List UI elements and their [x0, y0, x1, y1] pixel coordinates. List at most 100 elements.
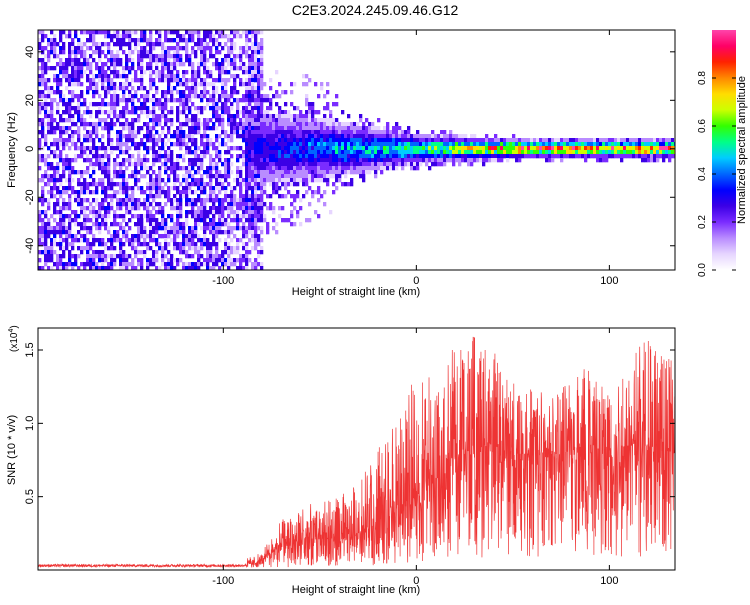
spectrogram-cell — [272, 182, 276, 187]
spectrogram-cell — [155, 182, 159, 187]
spectrogram-cell — [89, 54, 93, 59]
spectrogram-cell — [188, 254, 192, 259]
spectrogram-cell — [245, 50, 249, 55]
spectrogram-cell — [206, 238, 210, 243]
spectrogram-cell — [644, 138, 648, 143]
spectrogram-cell — [56, 186, 60, 191]
spectrogram-cell — [290, 150, 294, 155]
spectrogram-y-tick-label: -20 — [24, 189, 36, 205]
spectrogram-cell — [278, 130, 282, 135]
spectrogram-cell — [335, 150, 339, 155]
spectrogram-cell — [107, 58, 111, 63]
spectrogram-cell — [122, 198, 126, 203]
spectrogram-cell — [269, 174, 273, 179]
spectrogram-cell — [44, 154, 48, 159]
spectrogram-cell — [539, 154, 543, 159]
spectrogram-cell — [449, 154, 453, 159]
spectrogram-cell — [242, 110, 246, 115]
spectrogram-cell — [125, 34, 129, 39]
spectrogram-cell — [464, 154, 468, 159]
spectrogram-cell — [206, 138, 210, 143]
spectrogram-cell — [296, 154, 300, 159]
spectrogram-cell — [248, 102, 252, 107]
spectrogram-cell — [248, 66, 252, 71]
spectrogram-cell — [260, 98, 264, 103]
spectrogram-cell — [155, 90, 159, 95]
spectrogram-cell — [104, 254, 108, 259]
spectrogram-cell — [53, 154, 57, 159]
spectrogram-cell — [86, 254, 90, 259]
spectrogram-cell — [311, 146, 315, 151]
spectrogram-cell — [101, 254, 105, 259]
spectrogram-cell — [230, 190, 234, 195]
spectrogram-cell — [362, 126, 366, 131]
spectrogram-cell — [245, 258, 249, 263]
spectrogram-cell — [80, 70, 84, 75]
spectrogram-cell — [161, 254, 165, 259]
spectrogram-cell — [413, 146, 417, 151]
spectrogram-cell — [248, 94, 252, 99]
spectrogram-cell — [344, 146, 348, 151]
spectrogram-cell — [452, 150, 456, 155]
spectrogram-cell — [233, 114, 237, 119]
spectrogram-cell — [191, 266, 195, 270]
spectrogram-cell — [134, 246, 138, 251]
spectrogram-cell — [221, 198, 225, 203]
spectrogram-cell — [164, 114, 168, 119]
spectrogram-cell — [179, 126, 183, 131]
spectrogram-cell — [428, 134, 432, 139]
spectrogram-cell — [119, 122, 123, 127]
spectrogram-cell — [386, 150, 390, 155]
spectrogram-cell — [236, 30, 240, 35]
spectrogram-cell — [434, 150, 438, 155]
spectrogram-cell — [146, 186, 150, 191]
spectrogram-cell — [236, 122, 240, 127]
spectrogram-cell — [248, 258, 252, 263]
spectrogram-cell — [299, 114, 303, 119]
spectrogram-cell — [248, 178, 252, 183]
spectrogram-cell — [305, 138, 309, 143]
spectrogram-cell — [86, 170, 90, 175]
spectrogram-cell — [104, 94, 108, 99]
spectrogram-cell — [254, 154, 258, 159]
spectrogram-cell — [104, 166, 108, 171]
spectrogram-cell — [107, 238, 111, 243]
spectrogram-cell — [137, 198, 141, 203]
spectrogram-cell — [200, 90, 204, 95]
spectrogram-cell — [59, 94, 63, 99]
spectrogram-cell — [65, 106, 69, 111]
spectrogram-cell — [176, 222, 180, 227]
spectrogram-cell — [53, 210, 57, 215]
spectrogram-cell — [137, 258, 141, 263]
spectrogram-cell — [92, 82, 96, 87]
spectrogram-cell — [104, 222, 108, 227]
spectrogram-cell — [314, 158, 318, 163]
spectrogram-cell — [146, 266, 150, 270]
spectrogram-cell — [203, 86, 207, 91]
spectrogram-cell — [257, 170, 261, 175]
spectrogram-cell — [299, 118, 303, 123]
spectrogram-cell — [170, 202, 174, 207]
spectrogram-cell — [125, 182, 129, 187]
spectrogram-cell — [239, 50, 243, 55]
spectrogram-cell — [188, 174, 192, 179]
spectrogram-cell — [395, 126, 399, 131]
spectrogram-cell — [623, 138, 627, 143]
spectrogram-cell — [164, 182, 168, 187]
spectrogram-cell — [290, 134, 294, 139]
spectrogram-cell — [110, 222, 114, 227]
spectrogram-cell — [119, 58, 123, 63]
spectrogram-cell — [80, 90, 84, 95]
spectrogram-cell — [197, 238, 201, 243]
spectrogram-cell — [38, 74, 42, 79]
spectrogram-cell — [200, 154, 204, 159]
spectrogram-cell — [365, 170, 369, 175]
spectrogram-cell — [248, 170, 252, 175]
spectrogram-cell — [353, 170, 357, 175]
spectrogram-cell — [113, 182, 117, 187]
spectrogram-cell — [233, 178, 237, 183]
spectrogram-cell — [287, 110, 291, 115]
spectrogram-cell — [230, 226, 234, 231]
spectrogram-cell — [362, 174, 366, 179]
spectrogram-cell — [218, 118, 222, 123]
